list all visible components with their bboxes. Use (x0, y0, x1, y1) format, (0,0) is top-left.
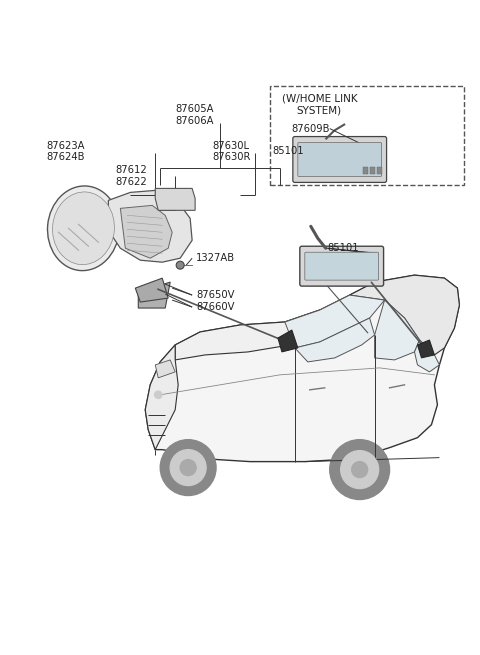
Polygon shape (295, 318, 374, 362)
Text: 1327AB: 1327AB (196, 253, 235, 263)
Polygon shape (415, 340, 439, 372)
Polygon shape (120, 206, 172, 258)
Polygon shape (138, 282, 170, 308)
Text: 87630R: 87630R (212, 153, 251, 162)
Ellipse shape (176, 261, 184, 269)
Polygon shape (155, 189, 195, 210)
Text: 87605A: 87605A (175, 103, 214, 113)
Polygon shape (285, 295, 384, 348)
Polygon shape (135, 278, 168, 302)
Circle shape (154, 391, 162, 399)
Text: 87660V: 87660V (196, 302, 235, 312)
Bar (270, 86, 464, 185)
Bar (370, 168, 374, 174)
Text: 87606A: 87606A (175, 115, 214, 126)
Ellipse shape (52, 192, 114, 265)
Text: 87622: 87622 (115, 178, 147, 187)
Polygon shape (145, 345, 178, 449)
FancyBboxPatch shape (305, 252, 379, 280)
Text: 87612: 87612 (115, 166, 147, 176)
Text: 87609B: 87609B (292, 124, 330, 134)
Circle shape (330, 440, 390, 500)
FancyBboxPatch shape (293, 136, 386, 183)
Polygon shape (278, 330, 298, 352)
Polygon shape (350, 275, 459, 355)
Polygon shape (145, 275, 459, 462)
Circle shape (341, 451, 379, 489)
Bar (363, 168, 368, 174)
Polygon shape (155, 360, 175, 378)
Polygon shape (175, 310, 335, 360)
FancyBboxPatch shape (300, 246, 384, 286)
Bar (377, 168, 382, 174)
Text: SYSTEM): SYSTEM) (297, 105, 342, 116)
Circle shape (160, 440, 216, 496)
Text: 87624B: 87624B (47, 153, 85, 162)
Polygon shape (418, 340, 434, 358)
Circle shape (180, 460, 196, 476)
Polygon shape (374, 300, 420, 360)
Polygon shape (108, 191, 192, 262)
Ellipse shape (48, 186, 120, 271)
Text: 85101: 85101 (272, 145, 303, 155)
Text: 85101: 85101 (328, 243, 360, 253)
Text: 87630L: 87630L (212, 141, 249, 151)
Text: 87650V: 87650V (196, 290, 235, 300)
Circle shape (170, 449, 206, 485)
Circle shape (352, 462, 368, 477)
Text: (W/HOME LINK: (W/HOME LINK (282, 94, 358, 103)
FancyBboxPatch shape (298, 143, 382, 176)
Text: 87623A: 87623A (47, 141, 85, 151)
